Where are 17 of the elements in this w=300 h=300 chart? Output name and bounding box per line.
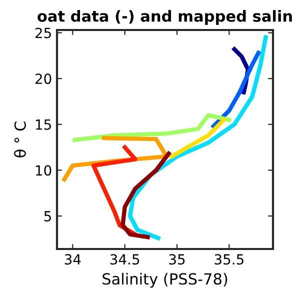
- x-tick-label: 35: [169, 254, 185, 265]
- x-tick-label: 34: [64, 254, 81, 265]
- x-tick-label: 34.5: [110, 254, 140, 265]
- y-tick-label: 20: [35, 74, 52, 84]
- chart-title: oat data (-) and mapped salin: [38, 10, 292, 25]
- line-series: [211, 50, 260, 128]
- x-axis-title: Salinity (PSS-78): [102, 272, 228, 288]
- y-tick-label: 25: [35, 28, 51, 38]
- y-tick-label: 15: [36, 120, 51, 130]
- x-tick-label: 35.5: [214, 254, 244, 265]
- y-tick-label: 5: [44, 211, 51, 222]
- y-tick-label: 10: [36, 165, 52, 176]
- line-series: [72, 113, 232, 142]
- line-series: [128, 35, 268, 240]
- line-series: [170, 118, 226, 159]
- y-axis-title: θ ° C: [14, 122, 26, 158]
- line-series: [120, 152, 171, 240]
